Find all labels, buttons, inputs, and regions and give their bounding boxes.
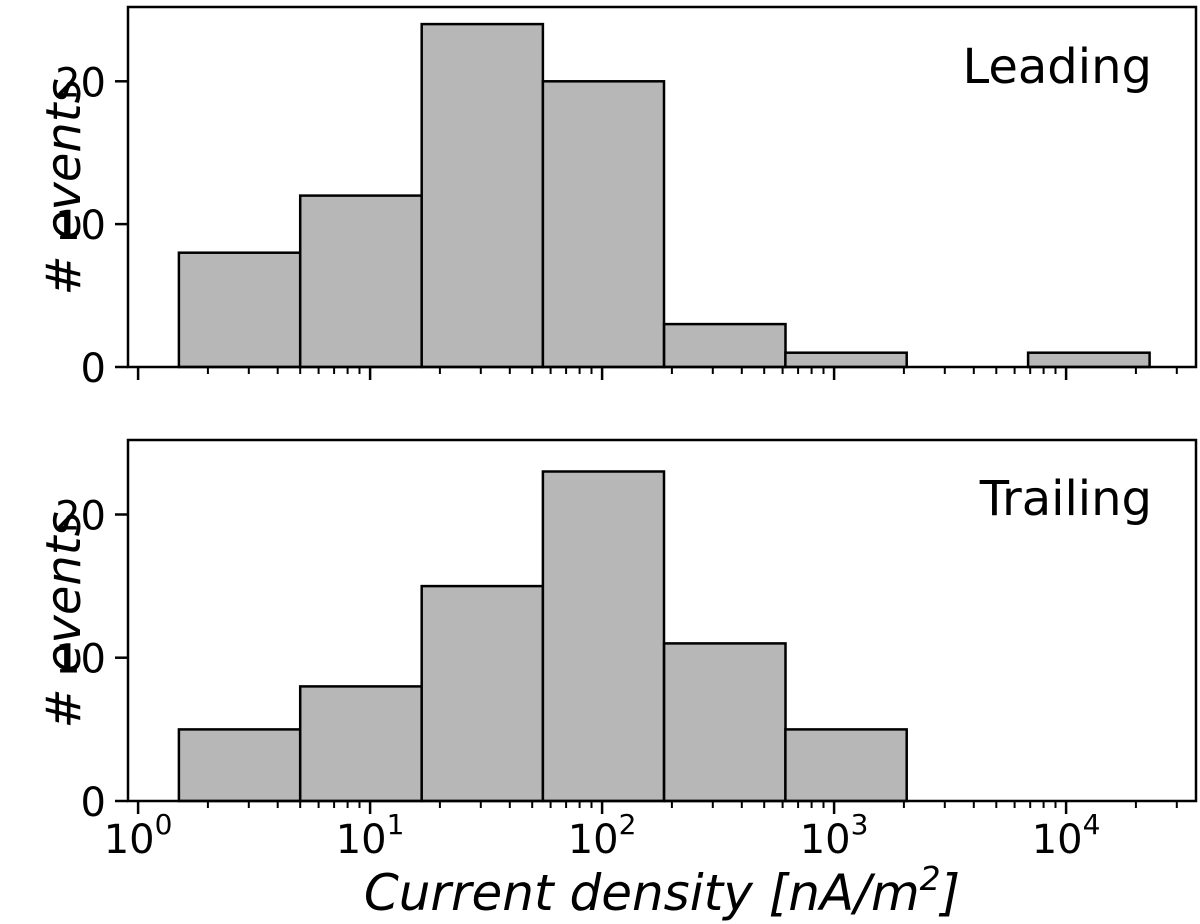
histogram-bar: [541, 470, 666, 803]
x-tick-label: 104: [1032, 808, 1101, 863]
histogram-bar: [1026, 351, 1151, 369]
histogram-bar: [298, 194, 423, 369]
histogram-bar: [177, 728, 302, 803]
plot-border: [126, 438, 1198, 803]
histogram-bar: [298, 685, 423, 803]
histogram-bar: [420, 584, 545, 803]
panel-annotation-trailing: Trailing: [979, 471, 1152, 527]
histogram-bar: [177, 251, 302, 369]
trailing-panel: 100 101 102 103 104 0 10 20: [55, 438, 1198, 863]
y-tick-label: 10: [55, 203, 106, 249]
x-tick-label: 103: [800, 808, 869, 863]
histogram-bar: [420, 22, 545, 369]
histogram-bar: [784, 728, 908, 803]
y-tick-label: 0: [81, 780, 106, 826]
y-tick-label: 0: [81, 346, 106, 392]
leading-panel: 0 10 20: [55, 5, 1198, 392]
y-tick-label: 20: [55, 60, 106, 106]
histogram-bar: [784, 351, 908, 369]
y-tick-label: 10: [55, 637, 106, 683]
y-axis-label-trailing: # events: [36, 511, 92, 728]
x-tick-label: 102: [568, 808, 637, 863]
histogram-bar: [541, 80, 666, 369]
x-tick-label: 100: [104, 808, 173, 863]
x-axis-label: Current density [nA/m2]: [364, 859, 960, 922]
histogram-bar: [662, 322, 787, 369]
panel-annotation-leading: Leading: [962, 39, 1152, 95]
y-axis-label-leading: # events: [36, 78, 92, 295]
histogram-bar: [662, 642, 787, 803]
y-tick-label: 20: [55, 494, 106, 540]
plot-border: [126, 5, 1198, 369]
x-tick-label: 101: [336, 808, 405, 863]
